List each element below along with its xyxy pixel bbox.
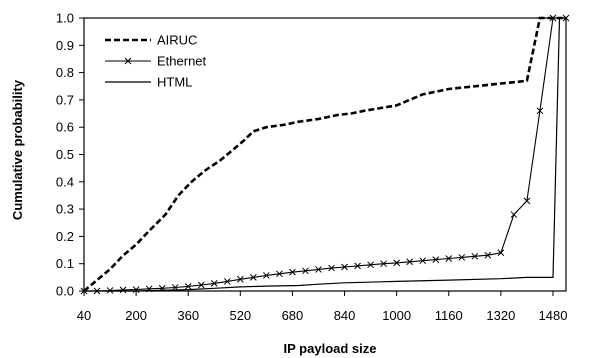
legend-item-html: HTML xyxy=(105,75,192,90)
data-point-ethernet xyxy=(458,254,466,261)
data-point-ethernet xyxy=(341,263,348,271)
data-point-ethernet xyxy=(484,251,492,259)
data-point-ethernet xyxy=(432,256,440,263)
data-point-ethernet xyxy=(406,258,414,266)
data-point-ethernet xyxy=(289,268,296,276)
x-tick-label: 520 xyxy=(229,308,251,323)
legend-item-airuc: AIRUC xyxy=(105,33,197,48)
y-tick-label: 1.0 xyxy=(56,11,74,26)
data-point-ethernet xyxy=(197,281,205,289)
data-point-ethernet xyxy=(119,286,127,294)
y-tick-label: 0.0 xyxy=(56,284,74,299)
x-axis-title: IP payload size xyxy=(284,341,377,356)
y-tick-label: 0.4 xyxy=(56,174,74,189)
data-point-ethernet xyxy=(354,262,361,270)
data-point-ethernet xyxy=(536,107,544,115)
data-point-ethernet xyxy=(523,197,531,205)
series-line-ethernet xyxy=(84,17,566,292)
y-tick-label: 0.6 xyxy=(56,120,74,135)
y-tick-label: 0.5 xyxy=(56,147,74,162)
data-point-ethernet xyxy=(223,278,231,285)
x-tick-label: 1000 xyxy=(382,308,411,323)
data-point-ethernet xyxy=(549,14,557,22)
data-point-ethernet xyxy=(445,255,453,262)
y-tick-label: 0.1 xyxy=(56,256,74,271)
data-point-ethernet xyxy=(367,261,374,269)
y-tick-label: 0.8 xyxy=(56,65,74,80)
y-tick-label: 0.9 xyxy=(56,38,74,53)
y-axis-title: Cumulative probability xyxy=(10,79,25,220)
x-tick-label: 200 xyxy=(125,308,147,323)
legend: AIRUC Ethernet HTML xyxy=(105,33,207,90)
data-point-ethernet xyxy=(184,283,192,290)
x-tick-label: 1480 xyxy=(539,308,568,323)
data-point-ethernet xyxy=(276,270,283,278)
legend-label: Ethernet xyxy=(157,54,207,69)
x-tick-label: 360 xyxy=(177,308,199,323)
series-ethernet xyxy=(80,14,570,295)
x-tick-label: 40 xyxy=(77,308,91,323)
series-airuc xyxy=(83,16,566,292)
data-point-ethernet xyxy=(328,264,335,272)
data-point-ethernet xyxy=(419,257,427,265)
data-point-ethernet xyxy=(497,249,505,257)
data-point-ethernet xyxy=(315,266,322,273)
data-point-ethernet xyxy=(510,211,518,218)
series-html xyxy=(84,17,566,292)
x-tick-label: 840 xyxy=(334,308,356,323)
data-point-ethernet xyxy=(380,260,387,268)
legend-item-ethernet: Ethernet xyxy=(105,54,207,69)
legend-marker xyxy=(124,57,132,65)
y-tick-label: 0.2 xyxy=(56,229,74,244)
data-point-ethernet xyxy=(471,252,479,260)
legend-label: HTML xyxy=(157,75,192,90)
x-tick-label: 1160 xyxy=(435,308,463,323)
data-point-ethernet xyxy=(302,267,309,275)
x-tick-label: 1320 xyxy=(486,308,515,323)
data-point-ethernet xyxy=(132,286,140,293)
x-tick-label: 680 xyxy=(282,308,304,323)
data-point-ethernet xyxy=(210,280,218,287)
series-line-airuc xyxy=(83,16,566,292)
series-line-html xyxy=(84,17,566,292)
data-point-ethernet xyxy=(393,259,401,267)
y-tick-label: 0.3 xyxy=(56,202,74,217)
y-tick-label: 0.7 xyxy=(56,92,74,107)
legend-label: AIRUC xyxy=(157,33,197,48)
data-point-ethernet xyxy=(249,273,257,281)
data-point-ethernet xyxy=(236,275,244,283)
data-point-ethernet xyxy=(263,272,270,279)
